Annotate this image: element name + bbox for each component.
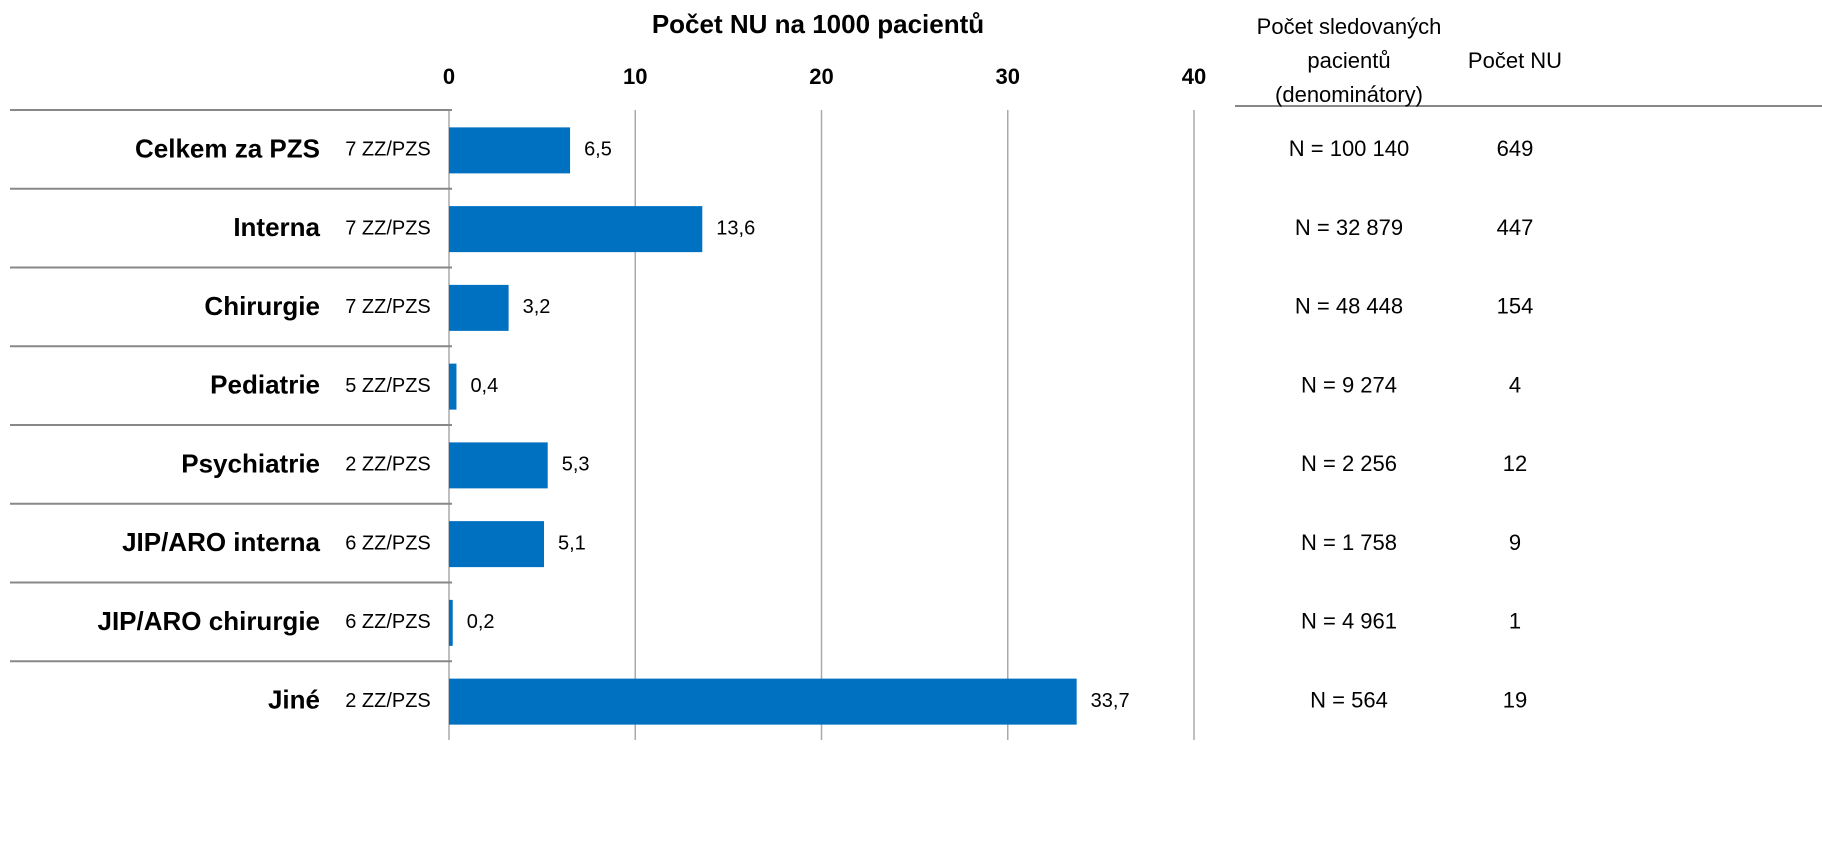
category-label: Interna — [233, 212, 320, 242]
table-header: Počet sledovaných — [1257, 14, 1442, 39]
bar — [449, 363, 457, 410]
count: 1 — [1509, 609, 1521, 634]
count: 4 — [1509, 372, 1521, 397]
count: 9 — [1509, 530, 1521, 555]
value-label: 6,5 — [584, 139, 612, 161]
denominator: N = 564 — [1310, 687, 1388, 712]
value-label: 0,2 — [467, 611, 495, 633]
count: 447 — [1497, 215, 1534, 240]
sublabel: 6 ZZ/PZS — [345, 611, 431, 633]
value-label: 13,6 — [716, 217, 755, 239]
denominator: N = 9 274 — [1301, 372, 1397, 397]
sublabel: 7 ZZ/PZS — [345, 139, 431, 161]
denominator: N = 1 758 — [1301, 530, 1397, 555]
sublabel: 7 ZZ/PZS — [345, 217, 431, 239]
count: 19 — [1503, 687, 1527, 712]
x-tick-label: 40 — [1182, 64, 1206, 89]
sublabel: 7 ZZ/PZS — [345, 296, 431, 318]
count: 649 — [1497, 136, 1534, 161]
sublabel: 5 ZZ/PZS — [345, 375, 431, 397]
category-label: JIP/ARO chirurgie — [98, 606, 321, 636]
sublabel: 2 ZZ/PZS — [345, 690, 431, 712]
x-tick-label: 20 — [809, 64, 833, 89]
category-label: JIP/ARO interna — [122, 527, 320, 557]
count: 154 — [1497, 294, 1534, 319]
bar — [449, 521, 544, 568]
value-label: 5,1 — [558, 532, 586, 554]
value-label: 0,4 — [470, 375, 498, 397]
category-label: Pediatrie — [210, 370, 320, 400]
denominator: N = 4 961 — [1301, 609, 1397, 634]
table-header: pacientů — [1307, 48, 1390, 73]
category-label: Chirurgie — [204, 291, 320, 321]
count: 12 — [1503, 451, 1527, 476]
denominator: N = 2 256 — [1301, 451, 1397, 476]
value-label: 5,3 — [562, 454, 590, 476]
bar — [449, 442, 548, 489]
sublabel: 6 ZZ/PZS — [345, 532, 431, 554]
value-label: 33,7 — [1091, 690, 1130, 712]
denominator: N = 48 448 — [1295, 294, 1403, 319]
value-label: 3,2 — [523, 296, 551, 318]
bar — [449, 678, 1077, 725]
denominator: N = 100 140 — [1289, 136, 1409, 161]
x-tick-label: 10 — [623, 64, 647, 89]
chart-title: Počet NU na 1000 pacientů — [652, 9, 984, 39]
category-label: Psychiatrie — [181, 448, 320, 478]
bar — [449, 599, 453, 646]
table-header: (denominátory) — [1275, 82, 1423, 107]
sublabel: 2 ZZ/PZS — [345, 454, 431, 476]
x-tick-label: 30 — [996, 64, 1020, 89]
bar — [449, 284, 509, 331]
category-label: Jiné — [268, 685, 320, 715]
bar — [449, 206, 703, 253]
denominator: N = 32 879 — [1295, 215, 1403, 240]
category-label: Celkem za PZS — [135, 133, 320, 163]
table-header: Počet NU — [1468, 48, 1562, 73]
x-tick-label: 0 — [443, 64, 455, 89]
bar — [449, 127, 571, 174]
